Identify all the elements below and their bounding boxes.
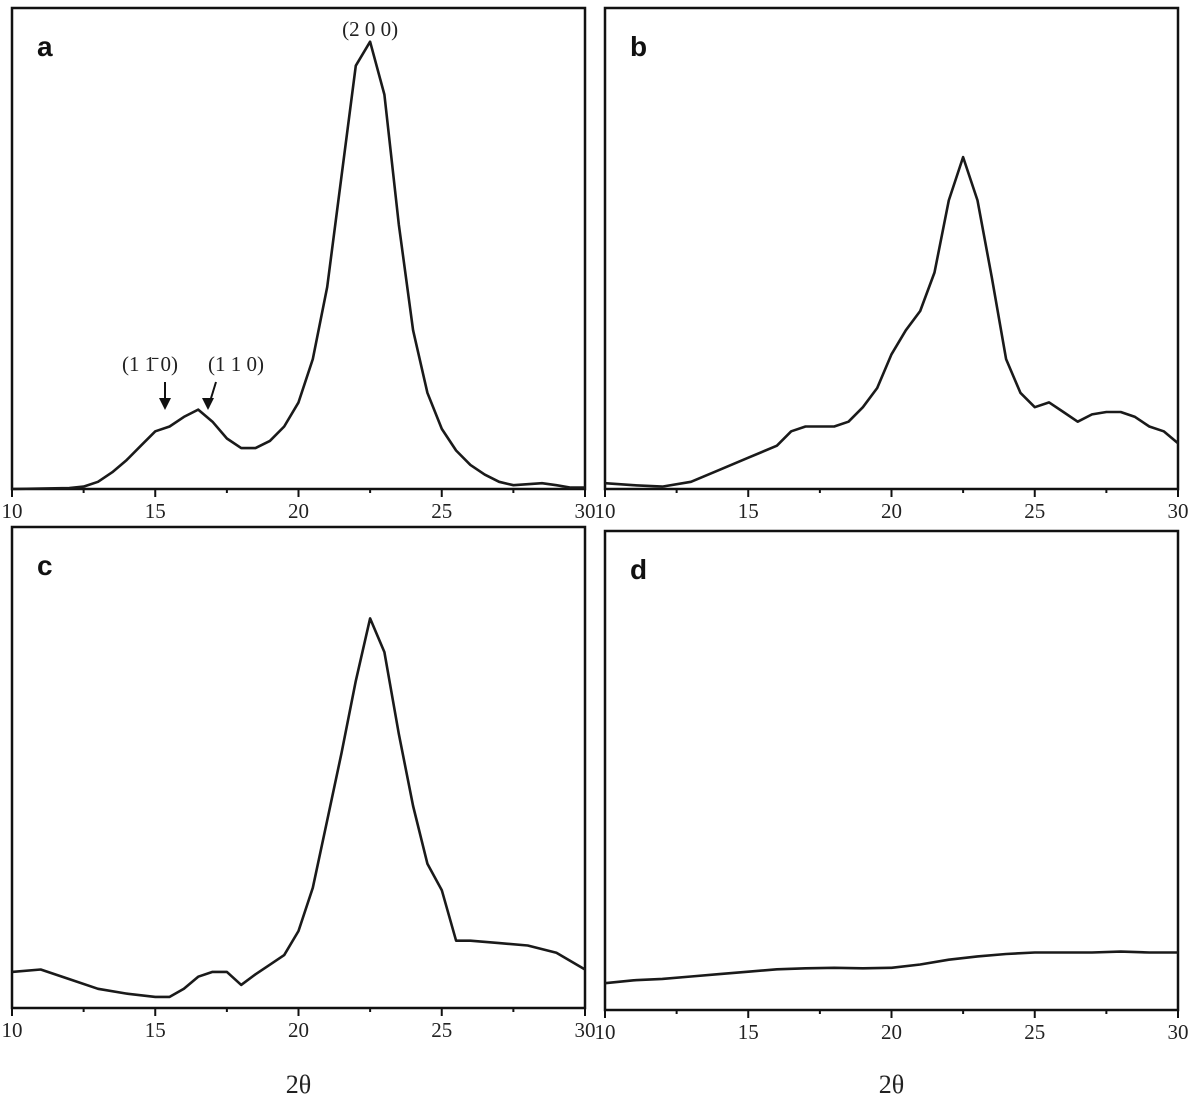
panel-frame-a: [10, 6, 587, 491]
xrd-curve-b: [604, 155, 1179, 488]
x-tick-label: 20: [288, 499, 309, 523]
arrow-head-icon: [159, 398, 171, 410]
x-tick-label: 25: [1024, 499, 1045, 523]
xrd-curve-a: [11, 40, 585, 491]
panel-label-b: b: [630, 31, 647, 62]
arrow-head-icon: [202, 398, 214, 410]
panel-frame-d: [603, 529, 1180, 1012]
x-tick-label: 25: [431, 499, 452, 523]
x-tick-label: 10: [2, 499, 23, 523]
x-tick-label: 20: [288, 1018, 309, 1042]
xrd-curve-c: [11, 617, 586, 999]
x-tick-label: 20: [881, 499, 902, 523]
x-tick-label: 30: [575, 1018, 596, 1042]
x-axis-label: 2θ: [879, 1070, 904, 1099]
x-tick-label: 25: [1024, 1020, 1045, 1044]
x-tick-label: 30: [1168, 499, 1189, 523]
panel-label-c: c: [37, 550, 53, 581]
panel-label-a: a: [37, 31, 53, 62]
x-tick-label: 30: [1168, 1020, 1189, 1044]
x-tick-label: 25: [431, 1018, 452, 1042]
x-tick-label: 30: [575, 499, 596, 523]
panel-label-d: d: [630, 554, 647, 585]
x-tick-label: 20: [881, 1020, 902, 1044]
x-tick-label: 10: [595, 1020, 616, 1044]
panel-frame-c: [10, 525, 587, 1010]
x-tick-label: 10: [595, 499, 616, 523]
x-tick-label: 15: [145, 1018, 166, 1042]
peak-label: (1 1̄ 0): [122, 352, 178, 376]
xrd-curve-d: [604, 950, 1178, 985]
peak-label: (1 1 0): [208, 352, 264, 376]
x-tick-label: 15: [145, 499, 166, 523]
x-tick-label: 15: [738, 499, 759, 523]
x-tick-label: 15: [738, 1020, 759, 1044]
x-axis-label: 2θ: [286, 1070, 311, 1099]
peak-label-200: (2 0 0): [342, 17, 398, 41]
panel-frame-b: [603, 6, 1180, 491]
x-tick-label: 10: [2, 1018, 23, 1042]
